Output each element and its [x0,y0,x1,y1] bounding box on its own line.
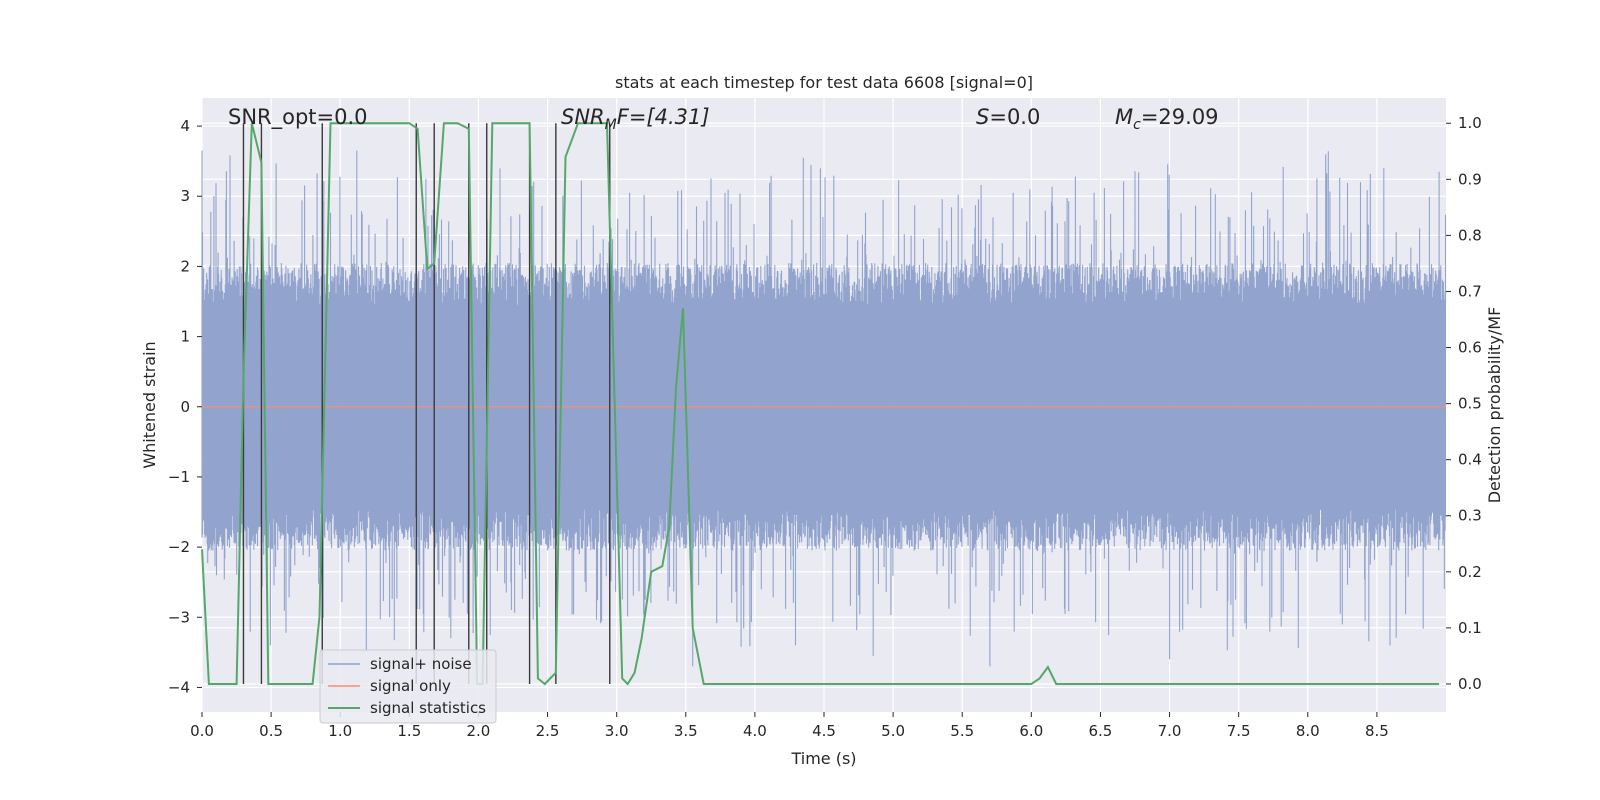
y-axis-left-label: Whitened strain [140,341,159,468]
legend-box [319,649,497,724]
x-tick-label: 8.5 [1365,722,1389,740]
x-tick-label: 2.0 [467,722,491,740]
signal-noise-series [201,150,1447,667]
y-left-tick-label: 2 [180,257,190,275]
annotation-snr-mf: SNRMF=[4.31] [561,105,710,133]
y-left-tick-label: 3 [180,187,190,205]
y-axis-left-ticks: −4 −3 −2 −1 0 1 2 3 4 [168,117,202,696]
y-left-tick-label: −1 [168,468,190,486]
x-tick-label: 3.5 [674,722,698,740]
x-tick-label: 1.5 [397,722,421,740]
x-tick-label: 2.5 [536,722,560,740]
y-axis-right-ticks: 0.0 0.1 0.2 0.3 0.4 0.5 0.6 0.7 0.8 0.9 1.0 [1446,114,1482,693]
y-left-tick-label: −2 [168,538,190,556]
legend: signal+ noise signal only signal statist… [319,649,497,724]
y-right-tick-label: 0.7 [1458,282,1482,300]
legend-label-signal-statistics: signal statistics [370,699,486,717]
x-tick-label: 7.5 [1227,722,1251,740]
y-right-tick-label: 0.3 [1458,507,1482,525]
x-tick-label: 6.0 [1019,722,1043,740]
y-left-tick-label: −3 [168,608,190,626]
y-right-tick-label: 0.5 [1458,395,1482,413]
y-right-tick-label: 0.0 [1458,675,1482,693]
y-right-tick-label: 1.0 [1458,114,1482,132]
y-left-tick-label: 1 [180,328,190,346]
x-tick-label: 0.0 [190,722,214,740]
y-left-tick-label: −4 [168,678,190,696]
x-tick-label: 6.5 [1089,722,1113,740]
y-right-tick-label: 0.4 [1458,451,1482,469]
y-right-tick-label: 0.1 [1458,619,1482,637]
y-right-tick-label: 0.6 [1458,339,1482,357]
x-tick-label: 5.5 [950,722,974,740]
legend-label-signal-noise: signal+ noise [370,655,472,673]
x-tick-label: 0.5 [259,722,283,740]
y-left-tick-label: 4 [180,117,190,135]
y-axis-right-label: Detection probability/MF [1485,307,1504,504]
x-tick-label: 5.0 [881,722,905,740]
annotation-mc: Mc=29.09 [1115,105,1219,133]
chart-title: stats at each timestep for test data 660… [615,73,1033,92]
x-tick-label: 3.0 [605,722,629,740]
x-tick-label: 4.5 [812,722,836,740]
y-right-tick-label: 0.2 [1458,563,1482,581]
x-axis-ticks: 0.0 0.5 1.0 1.5 2.0 2.5 3.0 3.5 4.0 4.5 5.0 5.5 6.0 6… [190,712,1389,740]
signal-noise-trace [201,150,1447,667]
y-right-tick-label: 0.8 [1458,226,1482,244]
signal-statistics-series [201,122,1440,686]
y-right-tick-label: 0.9 [1458,170,1482,188]
x-tick-label: 7.0 [1158,722,1182,740]
x-tick-label: 4.0 [743,722,767,740]
x-tick-label: 8.0 [1296,722,1320,740]
y-left-tick-label: 0 [180,398,190,416]
annotation-s: S=0.0 [976,105,1040,129]
legend-label-signal-only: signal only [370,677,451,695]
annotation-snr-opt: SNR_opt=0.0 [228,105,368,130]
x-axis-label: Time (s) [790,749,856,768]
x-tick-label: 1.0 [328,722,352,740]
